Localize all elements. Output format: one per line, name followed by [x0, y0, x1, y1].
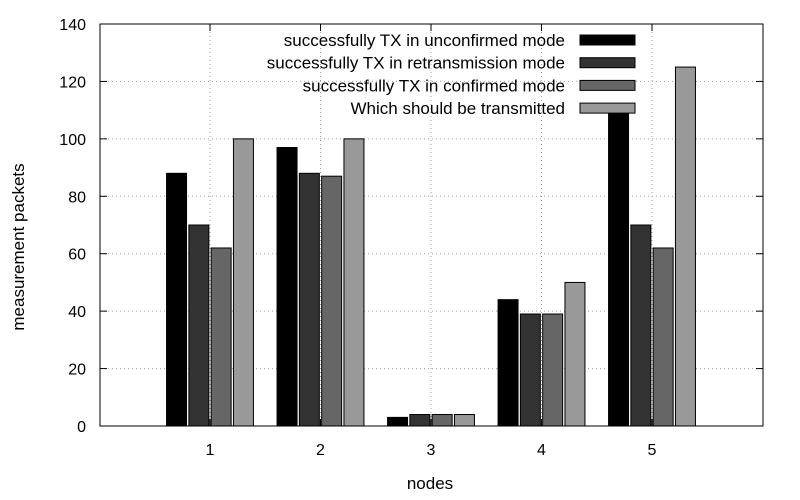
legend-label-2: successfully TX in retransmission mode	[267, 54, 565, 73]
y-axis-ticks: 0 20 40 60 80 100 120 140	[59, 17, 763, 436]
bar-series-1-node-5	[608, 109, 630, 427]
bars	[166, 66, 696, 427]
bar-series-3-node-1	[210, 247, 232, 427]
y-tick-label: 60	[68, 247, 86, 264]
bar-series-4-node-1	[232, 138, 254, 427]
y-tick-label: 120	[59, 74, 86, 91]
y-tick-label: 20	[68, 362, 86, 379]
bar-series-1-node-2	[276, 146, 298, 427]
x-tick-label: 3	[427, 442, 436, 459]
bar-series-4-node-3	[453, 414, 475, 427]
legend-label-1: successfully TX in unconfirmed mode	[284, 31, 565, 50]
bar-series-3-node-5	[652, 247, 674, 427]
x-tick-label: 2	[316, 442, 325, 459]
legend-label-4: Which should be transmitted	[351, 99, 566, 118]
bar-series-2-node-3	[409, 414, 431, 427]
y-tick-label: 80	[68, 189, 86, 206]
legend-swatch-3	[579, 79, 636, 91]
bar-series-2-node-4	[519, 313, 541, 427]
grid-lines	[100, 24, 763, 426]
bar-series-1-node-3	[387, 416, 409, 427]
y-tick-label: 0	[77, 419, 86, 436]
x-axis-label: nodes	[407, 474, 453, 493]
legend-swatch-1	[579, 34, 636, 46]
x-tick-label: 5	[648, 442, 657, 459]
bar-series-4-node-2	[343, 138, 365, 427]
legend: successfully TX in unconfirmed mode succe…	[267, 31, 636, 118]
y-axis-label: measurement packets	[9, 163, 28, 330]
bar-series-1-node-4	[497, 299, 519, 427]
bar-series-3-node-4	[542, 313, 564, 427]
bar-series-2-node-5	[630, 224, 652, 427]
y-tick-label: 140	[59, 17, 86, 34]
x-tick-label: 4	[537, 442, 546, 459]
bar-series-1-node-1	[166, 172, 188, 427]
y-tick-label: 40	[68, 304, 86, 321]
bar-series-4-node-5	[674, 66, 696, 427]
bar-series-4-node-4	[564, 281, 586, 427]
bar-series-2-node-1	[188, 224, 210, 427]
bar-series-3-node-3	[431, 414, 453, 427]
bar-series-3-node-2	[321, 175, 343, 427]
legend-swatch-2	[579, 57, 636, 69]
y-tick-label: 100	[59, 132, 86, 149]
legend-label-3: successfully TX in confirmed mode	[303, 76, 565, 95]
x-axis-ticks: 1 2 3 4 5	[206, 24, 657, 459]
bar-series-2-node-2	[298, 172, 320, 427]
x-tick-label: 1	[206, 442, 215, 459]
legend-swatch-4	[579, 102, 636, 114]
